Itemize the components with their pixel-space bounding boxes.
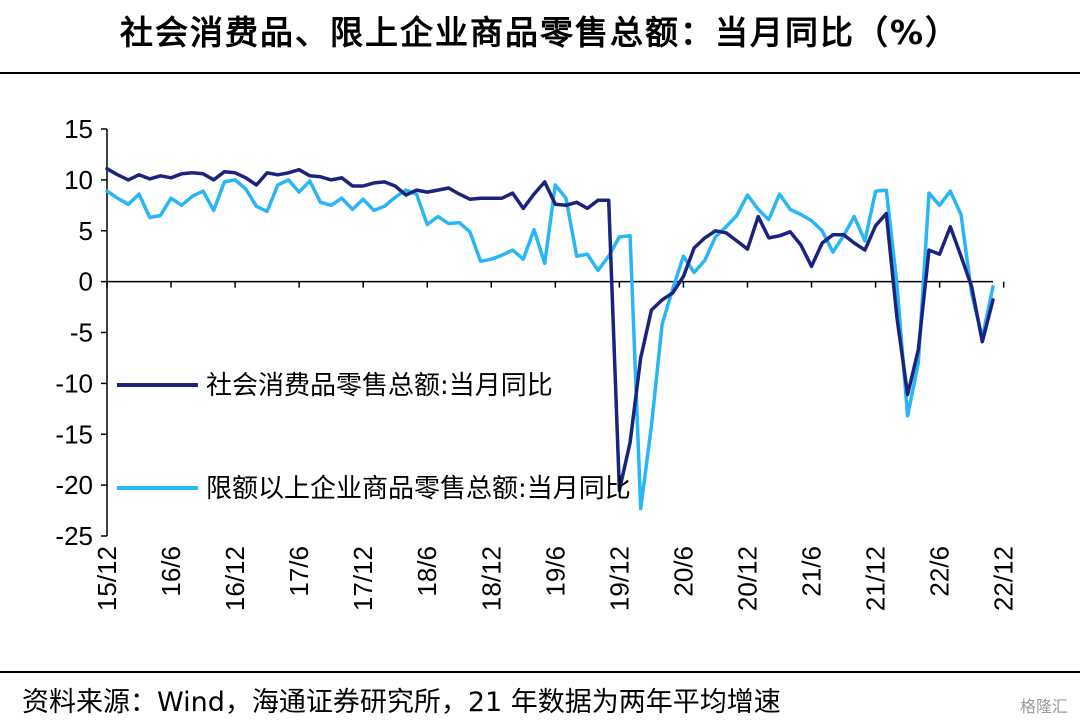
y-tick-label: 0 bbox=[79, 267, 93, 297]
x-axis: 15/12 16/6 16/12 17/6 17/12 18/6 18/12 19/6 19/1… bbox=[92, 281, 1019, 611]
footer-rule bbox=[0, 671, 1080, 673]
y-tick-label: -20 bbox=[55, 470, 93, 500]
x-tick-label: 19/6 bbox=[540, 546, 570, 597]
series-layer bbox=[105, 166, 995, 511]
y-tick-label: 10 bbox=[64, 165, 93, 195]
x-tick-label: 21/12 bbox=[861, 546, 891, 611]
legend-label-total: 社会消费品零售总额:当月同比 bbox=[206, 371, 553, 401]
y-tick-label: 5 bbox=[79, 216, 93, 246]
chart-title: 社会消费品、限上企业商品零售总额：当月同比（%） bbox=[119, 13, 961, 52]
series-line-above-limit bbox=[105, 178, 995, 511]
y-tick-label: 15 bbox=[64, 114, 93, 144]
x-tick-label: 22/12 bbox=[989, 546, 1019, 611]
x-tick-label: 17/6 bbox=[284, 546, 314, 597]
x-tick-label: 21/6 bbox=[797, 546, 827, 597]
x-tick-label: 17/12 bbox=[348, 546, 378, 611]
x-tick-label: 22/6 bbox=[925, 546, 955, 597]
source-note: 资料来源：Wind，海通证券研究所，21 年数据为两年平均增速 bbox=[22, 687, 781, 718]
y-tick-label: -25 bbox=[55, 521, 93, 551]
y-tick-label: -10 bbox=[55, 368, 93, 398]
y-tick-label: -5 bbox=[70, 318, 93, 348]
x-tick-label: 18/6 bbox=[412, 546, 442, 597]
x-tick-label: 18/12 bbox=[476, 546, 506, 611]
series-line-total bbox=[105, 166, 995, 492]
x-tick-label: 20/6 bbox=[668, 546, 698, 597]
y-tick-label: -15 bbox=[55, 419, 93, 449]
title-rule bbox=[0, 72, 1080, 74]
y-axis: 15 10 5 0 -5 -10 -15 -20 -25 bbox=[55, 114, 107, 551]
legend: 社会消费品零售总额:当月同比 限额以上企业商品零售总额:当月同比 bbox=[117, 371, 631, 504]
x-tick-label: 19/12 bbox=[604, 546, 634, 611]
x-tick-label: 16/12 bbox=[220, 546, 250, 611]
legend-label-above-limit: 限额以上企业商品零售总额:当月同比 bbox=[206, 474, 631, 504]
x-tick-label: 20/12 bbox=[732, 546, 762, 611]
watermark: 格隆汇 bbox=[1019, 697, 1068, 716]
x-tick-label: 15/12 bbox=[92, 546, 122, 611]
x-tick-label: 16/6 bbox=[156, 546, 186, 597]
